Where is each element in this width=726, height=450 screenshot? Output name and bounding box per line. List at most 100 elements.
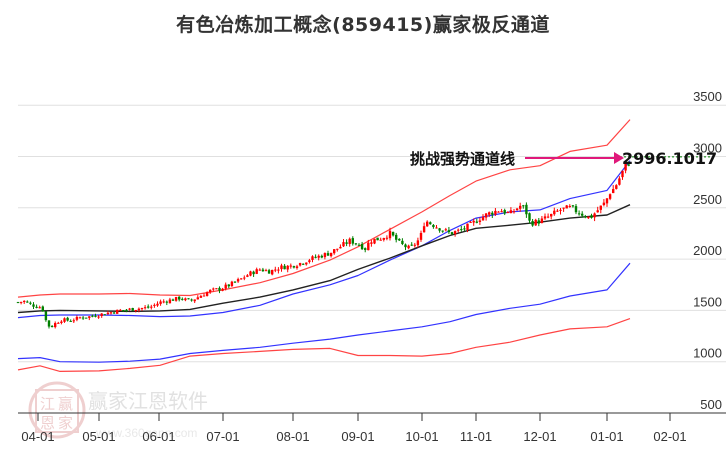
candle-body [277, 269, 280, 271]
candle-body [398, 238, 401, 241]
candle-body [599, 205, 602, 210]
candle-body [212, 288, 215, 290]
candle-body [395, 234, 398, 240]
candle-body [391, 231, 395, 236]
annotation: 挑战强势通道线 2996.1017 [410, 149, 717, 168]
candle-body [574, 206, 578, 213]
candle-body [305, 262, 308, 265]
candle-body [143, 307, 147, 309]
candle-body [16, 302, 20, 304]
channel-inner-lower [17, 262, 631, 363]
candle-body [41, 306, 44, 312]
candle-body [252, 271, 255, 275]
candle-body [199, 295, 203, 298]
candle-body [69, 320, 72, 322]
candle-body [553, 210, 556, 215]
candle-body [292, 266, 296, 268]
candle-body [329, 252, 333, 257]
candle-body [215, 288, 218, 290]
candle-body [506, 212, 509, 214]
candle-body [81, 317, 85, 319]
candle-body [165, 301, 168, 303]
y-tick-label: 500 [700, 397, 722, 412]
candle-body [364, 248, 367, 250]
candle-body [481, 216, 485, 221]
candle-body [137, 308, 141, 311]
candle-body [519, 205, 522, 209]
candle-body [233, 281, 237, 283]
y-axis-labels: 500 1000 1500 2000 2500 3000 3500 [693, 89, 722, 412]
candle-body [78, 317, 82, 319]
candle-body [140, 308, 144, 310]
candle-body [23, 300, 26, 303]
candle-body [621, 170, 624, 178]
candle-body [618, 178, 621, 185]
candle-body [240, 278, 243, 280]
candle-body [432, 224, 435, 228]
candle-body [323, 253, 327, 258]
candle-body [615, 185, 618, 189]
candle-body [289, 265, 292, 267]
candle-body [577, 213, 581, 215]
x-tick-label: 04-01 [21, 429, 54, 444]
candle-body [26, 301, 29, 303]
candle-body [373, 238, 376, 244]
x-axis-ticks: 04-01 05-01 06-01 07-01 08-01 09-01 10-01 11-01… [21, 413, 687, 444]
channel-outer-upper [17, 119, 631, 298]
candle-body [407, 245, 410, 249]
x-tick-label: 08-01 [276, 429, 309, 444]
candle-body [435, 227, 438, 229]
candle-body [336, 248, 339, 250]
candle-body [466, 223, 469, 230]
grid-lines [18, 104, 726, 363]
candle-body [75, 316, 79, 320]
svg-text:江: 江 [40, 395, 55, 413]
candle-body [47, 320, 51, 327]
candlesticks [16, 161, 630, 329]
candle-body [35, 306, 38, 308]
y-tick-label: 3500 [693, 89, 722, 104]
candle-body [512, 211, 516, 213]
candle-body [60, 321, 63, 323]
candle-body [348, 238, 351, 245]
candle-body [608, 194, 612, 199]
candle-body [360, 243, 364, 250]
candle-body [298, 263, 302, 266]
candle-body [478, 220, 482, 222]
candle-body [546, 216, 550, 218]
candle-body [488, 212, 491, 215]
candle-body [205, 292, 209, 296]
candle-body [147, 306, 150, 308]
candle-body [419, 232, 423, 240]
watermark-url: www.360gann.com [95, 426, 197, 440]
candle-body [472, 220, 475, 223]
candle-body [32, 304, 35, 307]
svg-text:赢: 赢 [58, 395, 73, 413]
candle-body [72, 320, 75, 322]
candle-body [590, 215, 593, 218]
x-tick-label: 11-01 [460, 429, 492, 444]
candle-body [593, 213, 596, 218]
candle-body [50, 326, 54, 328]
candle-body [181, 298, 184, 300]
candle-body [190, 299, 193, 301]
candle-body [267, 270, 271, 274]
candle-body [54, 323, 57, 328]
candle-body [106, 312, 110, 315]
candle-body [150, 306, 153, 308]
candle-body [168, 299, 172, 304]
candle-body [528, 213, 531, 221]
candle-body [543, 216, 547, 219]
candle-body [174, 296, 178, 301]
candle-body [612, 189, 615, 194]
candle-body [308, 260, 311, 262]
candle-body [522, 205, 525, 207]
candle-body [193, 299, 196, 302]
candle-body [587, 216, 590, 219]
candle-body [565, 205, 568, 209]
candle-body [562, 207, 565, 209]
candle-body [559, 209, 562, 211]
candle-body [376, 237, 379, 241]
x-tick-label: 10-01 [405, 429, 438, 444]
